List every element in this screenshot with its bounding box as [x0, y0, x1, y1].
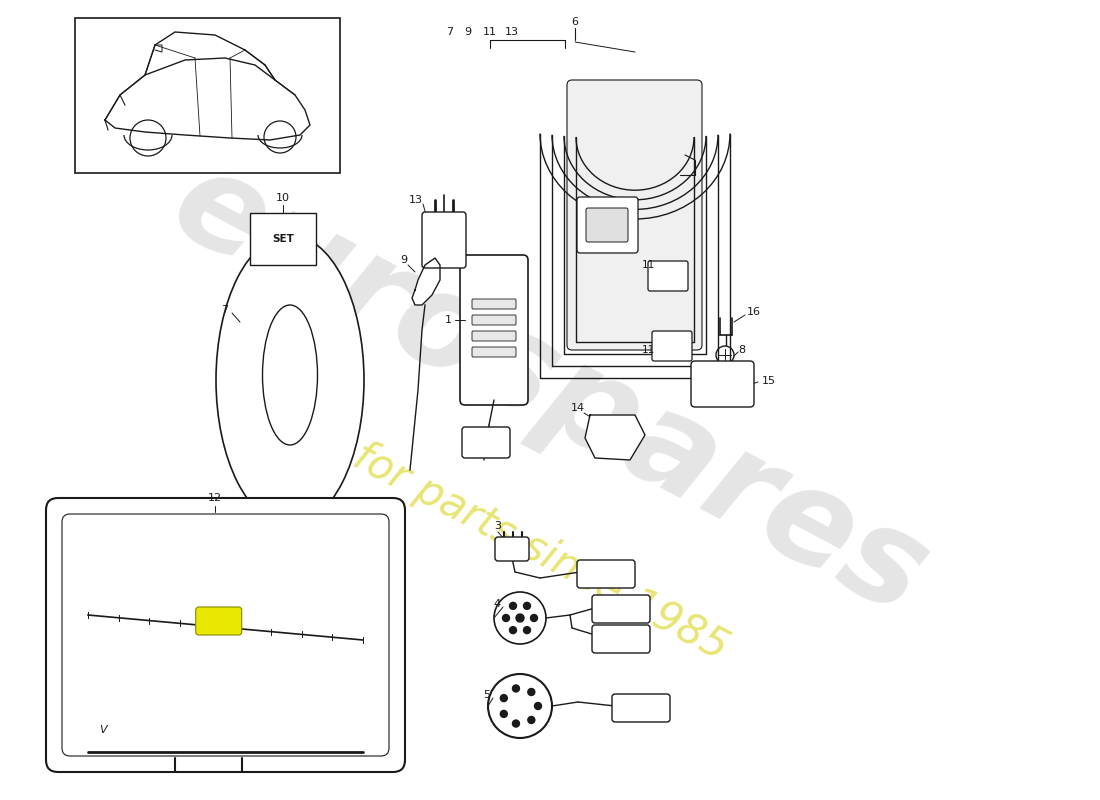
- Text: 4: 4: [494, 599, 501, 609]
- FancyBboxPatch shape: [196, 607, 242, 635]
- FancyBboxPatch shape: [472, 347, 516, 357]
- Circle shape: [513, 685, 519, 692]
- Circle shape: [530, 614, 538, 622]
- Text: 11: 11: [641, 345, 654, 355]
- Text: 11: 11: [483, 27, 497, 37]
- Circle shape: [524, 626, 530, 634]
- Circle shape: [513, 720, 519, 727]
- FancyBboxPatch shape: [612, 694, 670, 722]
- Circle shape: [503, 614, 509, 622]
- Text: 9: 9: [400, 255, 408, 265]
- Ellipse shape: [216, 235, 364, 525]
- FancyBboxPatch shape: [592, 595, 650, 623]
- FancyBboxPatch shape: [46, 498, 405, 772]
- Text: 1: 1: [444, 315, 451, 325]
- FancyBboxPatch shape: [566, 80, 702, 350]
- Bar: [75, 18, 340, 173]
- FancyBboxPatch shape: [578, 197, 638, 253]
- Text: SET: SET: [272, 234, 294, 244]
- FancyBboxPatch shape: [460, 255, 528, 405]
- Ellipse shape: [263, 305, 318, 445]
- Circle shape: [535, 702, 541, 710]
- Text: 16: 16: [747, 307, 761, 317]
- FancyBboxPatch shape: [472, 331, 516, 341]
- FancyBboxPatch shape: [422, 212, 466, 268]
- Text: 10: 10: [276, 193, 290, 203]
- Text: V: V: [99, 725, 107, 735]
- Text: 8: 8: [738, 345, 746, 355]
- FancyBboxPatch shape: [652, 331, 692, 361]
- Polygon shape: [412, 258, 440, 305]
- Text: 7: 7: [221, 305, 229, 315]
- FancyBboxPatch shape: [462, 427, 510, 458]
- Text: 13: 13: [505, 27, 519, 37]
- FancyBboxPatch shape: [472, 315, 516, 325]
- Text: a part for parts since 1985: a part for parts since 1985: [224, 371, 735, 669]
- Circle shape: [516, 614, 524, 622]
- Text: 6: 6: [572, 17, 579, 27]
- Polygon shape: [585, 415, 645, 460]
- Text: 7: 7: [447, 27, 453, 37]
- Circle shape: [528, 689, 535, 695]
- Circle shape: [524, 602, 530, 610]
- Text: eurospares: eurospares: [152, 138, 948, 642]
- FancyBboxPatch shape: [472, 299, 516, 309]
- FancyBboxPatch shape: [586, 208, 628, 242]
- Text: 3: 3: [495, 521, 502, 531]
- Text: 15: 15: [762, 376, 776, 386]
- Text: 11: 11: [641, 260, 654, 270]
- Circle shape: [509, 626, 517, 634]
- FancyBboxPatch shape: [592, 625, 650, 653]
- FancyBboxPatch shape: [648, 261, 688, 291]
- Circle shape: [500, 694, 507, 702]
- Text: 5: 5: [484, 690, 491, 700]
- FancyBboxPatch shape: [691, 361, 754, 407]
- Text: 12: 12: [208, 493, 222, 503]
- Circle shape: [528, 717, 535, 723]
- Circle shape: [509, 602, 517, 610]
- FancyBboxPatch shape: [578, 560, 635, 588]
- Text: 13: 13: [409, 195, 424, 205]
- Text: 9: 9: [464, 27, 472, 37]
- FancyBboxPatch shape: [62, 514, 389, 756]
- Text: 14: 14: [571, 403, 585, 413]
- FancyBboxPatch shape: [495, 537, 529, 561]
- Circle shape: [500, 710, 507, 718]
- FancyBboxPatch shape: [250, 213, 316, 265]
